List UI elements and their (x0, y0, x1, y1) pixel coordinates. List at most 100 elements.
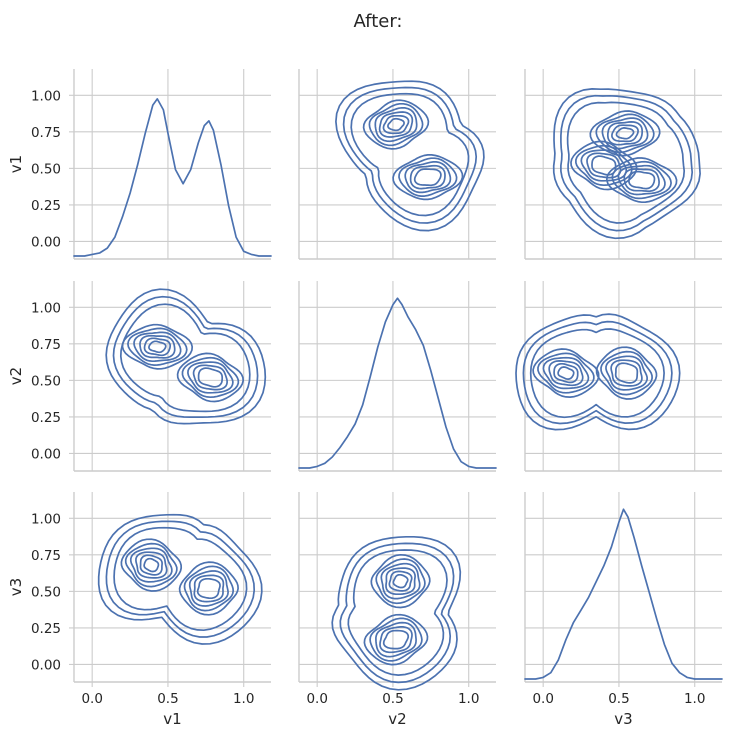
y-axis-label: v1 (7, 155, 25, 173)
contour-line (404, 161, 452, 194)
contour-line (628, 170, 656, 190)
contour-line (398, 157, 458, 197)
contour-line (566, 101, 686, 224)
x-axis-label: v1 (163, 710, 181, 728)
contour-line (331, 535, 462, 691)
contour-line (614, 362, 639, 384)
contour-line (589, 110, 661, 157)
contour-line (611, 124, 639, 143)
contour-line (120, 538, 183, 592)
x-tick-label: 1.0 (458, 691, 479, 707)
contour-line (575, 144, 633, 187)
contour-line (557, 366, 575, 380)
y-tick-label: 0.75 (31, 125, 61, 141)
contour-line (178, 561, 239, 616)
x-axis-label: v2 (388, 710, 406, 728)
x-tick-label: 0.5 (157, 691, 178, 707)
x-tick-label: 0.0 (81, 691, 102, 707)
contour-line (133, 331, 182, 363)
contour-line (522, 320, 673, 425)
panel-v3-v3 (524, 492, 722, 683)
panel-grid: 0.00 0.25 0.50 0.75 1.00 v1 0.00 0.25 0.50 0.75 1.… (7, 69, 723, 728)
x-axis-label: v3 (614, 710, 632, 728)
contour-line (374, 106, 418, 143)
contour-line (595, 113, 655, 154)
kde-contours-v1-v2 (335, 80, 485, 232)
y-tick-label: 1.00 (31, 88, 61, 104)
kde-contours-v2-v3 (515, 313, 681, 431)
x-tick-label: 0.5 (382, 691, 403, 707)
panel-v2-v3 (524, 281, 722, 472)
contour-line (388, 570, 413, 592)
kde-curve-v2 (298, 297, 497, 469)
contour-line (113, 526, 248, 632)
contour-line (529, 328, 665, 419)
y-tick-label: 0.50 (31, 373, 61, 389)
contour-line (580, 149, 628, 182)
contour-line (611, 160, 672, 200)
contour-line (375, 621, 417, 658)
contour-line (378, 111, 414, 138)
contour-line (586, 152, 622, 179)
x-tick-label: 0.0 (532, 691, 553, 707)
kde-contours-v3-v2 (331, 535, 462, 691)
contour-line (387, 117, 405, 132)
contour-line (112, 295, 259, 418)
contour-line (370, 553, 431, 609)
contour-line (193, 574, 225, 603)
contour-line (382, 629, 410, 650)
contour-line (600, 350, 653, 396)
y-tick-label: 1.00 (31, 511, 61, 527)
panel-v2-v1 (73, 281, 271, 472)
y-tick-label: 0.50 (31, 161, 61, 177)
y-tick-label: 0.00 (31, 657, 61, 673)
contour-line (542, 356, 590, 390)
contour-line (363, 613, 429, 666)
y-tick-label: 1.00 (31, 300, 61, 316)
contour-line (97, 513, 263, 645)
contour-line (105, 288, 267, 425)
contour-line (553, 362, 579, 384)
panel-v1-v2 (298, 69, 496, 260)
contour-line (570, 140, 638, 191)
contour-line (187, 361, 234, 394)
contour-line (176, 352, 245, 403)
contour-line (135, 551, 168, 579)
contour-line (139, 334, 176, 359)
contour-line (515, 313, 681, 431)
kde-contours-v1-v3 (552, 88, 701, 240)
kde-curve-v1 (73, 98, 272, 257)
y-tick-label: 0.25 (31, 410, 61, 426)
contour-line (127, 327, 188, 366)
contour-line (121, 323, 194, 370)
contour-line (532, 348, 600, 398)
contour-line (119, 303, 251, 413)
contour-line (368, 102, 424, 147)
contour-line (552, 88, 701, 240)
kde-curve-v3 (524, 508, 723, 680)
x-tick-label: 1.0 (684, 691, 705, 707)
contour-line (181, 356, 240, 399)
contour-line (183, 565, 235, 612)
y-axis-label: v2 (7, 367, 25, 385)
contour-line (605, 355, 648, 391)
contour-line (143, 557, 160, 573)
contour-line (379, 626, 413, 654)
contour-line (560, 94, 694, 232)
figure-suptitle: After: (354, 11, 403, 32)
contour-line (124, 542, 178, 588)
contour-line (413, 168, 442, 187)
contour-line (342, 86, 478, 224)
contour-line (192, 364, 228, 391)
y-tick-label: 0.25 (31, 198, 61, 214)
kde-contours-v3-v1 (97, 513, 263, 645)
panel-v1-v3 (524, 69, 722, 260)
contour-line (197, 367, 224, 388)
contour-line (375, 558, 426, 605)
contour-line (385, 567, 416, 596)
contour-line (615, 127, 635, 140)
contour-line (362, 99, 430, 150)
contour-line (105, 520, 256, 638)
contour-line (148, 340, 167, 354)
